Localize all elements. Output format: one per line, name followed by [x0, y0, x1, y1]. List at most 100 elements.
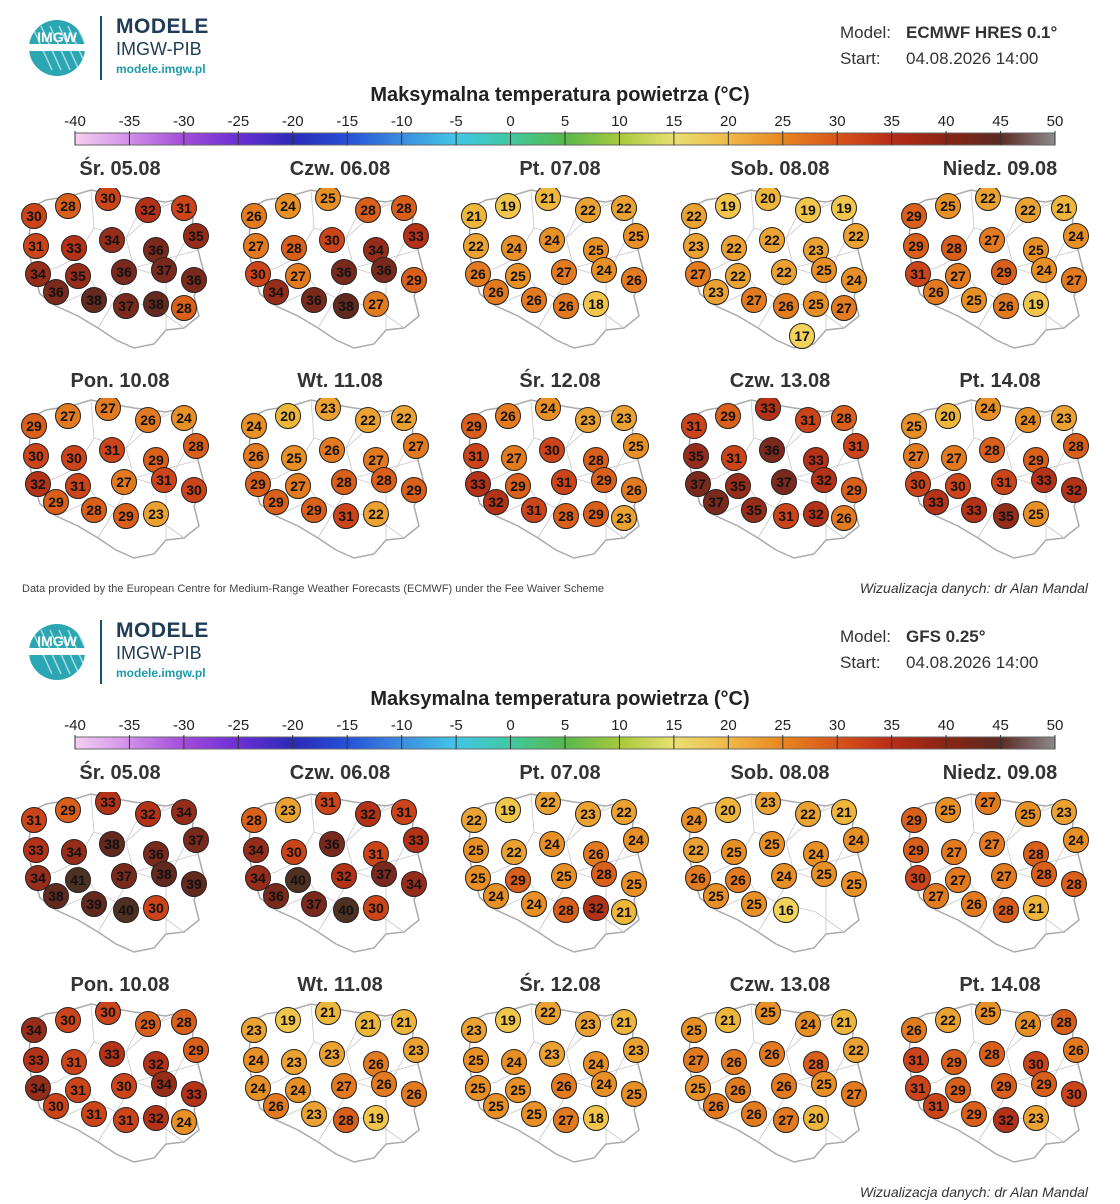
temperature-marker[interactable]: 40 — [113, 897, 139, 923]
temperature-marker[interactable]: 22 — [725, 263, 751, 289]
temperature-marker[interactable]: 23 — [1051, 799, 1077, 825]
temperature-marker[interactable]: 23 — [755, 792, 781, 815]
temperature-marker[interactable]: 23 — [623, 1037, 649, 1063]
temperature-marker[interactable]: 38 — [81, 287, 107, 313]
temperature-marker[interactable]: 23 — [1051, 405, 1077, 431]
temperature-marker[interactable]: 25 — [1015, 801, 1041, 827]
temperature-marker[interactable]: 40 — [333, 897, 359, 923]
temperature-marker[interactable]: 31 — [391, 799, 417, 825]
temperature-marker[interactable]: 31 — [333, 503, 359, 529]
temperature-marker[interactable]: 34 — [99, 227, 125, 253]
temperature-marker[interactable]: 29 — [991, 1073, 1017, 1099]
brand-url[interactable]: modele.imgw.pl — [116, 666, 206, 680]
temperature-marker[interactable]: 33 — [403, 827, 429, 853]
temperature-marker[interactable]: 22 — [759, 227, 785, 253]
temperature-marker[interactable]: 37 — [771, 469, 797, 495]
temperature-marker[interactable]: 37 — [371, 861, 397, 887]
temperature-marker[interactable]: 39 — [181, 871, 207, 897]
temperature-marker[interactable]: 19 — [1023, 291, 1049, 317]
temperature-marker[interactable]: 33 — [181, 1081, 207, 1107]
temperature-marker[interactable]: 25 — [841, 871, 867, 897]
temperature-marker[interactable]: 17 — [789, 323, 815, 349]
temperature-marker[interactable]: 26 — [993, 293, 1019, 319]
temperature-marker[interactable]: 29 — [901, 807, 927, 833]
temperature-marker[interactable]: 26 — [1063, 1037, 1089, 1063]
temperature-marker[interactable]: 19 — [831, 195, 857, 221]
temperature-marker[interactable]: 24 — [243, 1047, 269, 1073]
temperature-marker[interactable]: 21 — [355, 1011, 381, 1037]
temperature-marker[interactable]: 33 — [755, 398, 781, 421]
temperature-marker[interactable]: 31 — [795, 407, 821, 433]
temperature-marker[interactable]: 26 — [725, 867, 751, 893]
temperature-marker[interactable]: 24 — [245, 1075, 271, 1101]
temperature-marker[interactable]: 31 — [65, 473, 91, 499]
temperature-marker[interactable]: 28 — [583, 447, 609, 473]
temperature-marker[interactable]: 27 — [945, 867, 971, 893]
temperature-marker[interactable]: 32 — [331, 863, 357, 889]
temperature-marker[interactable]: 29 — [43, 489, 69, 515]
temperature-marker[interactable]: 32 — [143, 1051, 169, 1077]
temperature-marker[interactable]: 25 — [811, 257, 837, 283]
temperature-marker[interactable]: 22 — [681, 203, 707, 229]
temperature-marker[interactable]: 29 — [143, 447, 169, 473]
temperature-marker[interactable]: 38 — [151, 861, 177, 887]
temperature-marker[interactable]: 26 — [521, 287, 547, 313]
temperature-marker[interactable]: 25 — [741, 891, 767, 917]
temperature-marker[interactable]: 20 — [275, 403, 301, 429]
temperature-marker[interactable]: 22 — [975, 188, 1001, 211]
temperature-marker[interactable]: 22 — [363, 501, 389, 527]
temperature-marker[interactable]: 27 — [285, 263, 311, 289]
temperature-marker[interactable]: 29 — [961, 1101, 987, 1127]
temperature-marker[interactable]: 32 — [811, 467, 837, 493]
temperature-marker[interactable]: 28 — [81, 497, 107, 523]
temperature-marker[interactable]: 32 — [355, 801, 381, 827]
temperature-marker[interactable]: 25 — [935, 797, 961, 823]
temperature-marker[interactable]: 26 — [465, 261, 491, 287]
temperature-marker[interactable]: 29 — [301, 497, 327, 523]
temperature-marker[interactable]: 30 — [23, 443, 49, 469]
temperature-marker[interactable]: 28 — [171, 295, 197, 321]
temperature-marker[interactable]: 27 — [403, 433, 429, 459]
temperature-marker[interactable]: 41 — [65, 867, 91, 893]
temperature-marker[interactable]: 25 — [621, 871, 647, 897]
temperature-marker[interactable]: 30 — [95, 188, 121, 211]
temperature-marker[interactable]: 25 — [623, 433, 649, 459]
temperature-marker[interactable]: 29 — [903, 837, 929, 863]
temperature-marker[interactable]: 33 — [61, 235, 87, 261]
temperature-marker[interactable]: 32 — [143, 1105, 169, 1131]
temperature-marker[interactable]: 27 — [975, 792, 1001, 815]
temperature-marker[interactable]: 22 — [501, 839, 527, 865]
temperature-marker[interactable]: 21 — [715, 1007, 741, 1033]
temperature-marker[interactable]: 23 — [683, 233, 709, 259]
temperature-marker[interactable]: 25 — [935, 193, 961, 219]
temperature-marker[interactable]: 26 — [371, 1071, 397, 1097]
temperature-marker[interactable]: 29 — [401, 267, 427, 293]
temperature-marker[interactable]: 26 — [831, 505, 857, 531]
temperature-marker[interactable]: 24 — [539, 831, 565, 857]
temperature-marker[interactable]: 19 — [495, 797, 521, 823]
temperature-marker[interactable]: 31 — [61, 1049, 87, 1075]
temperature-marker[interactable]: 23 — [575, 407, 601, 433]
temperature-marker[interactable]: 18 — [583, 291, 609, 317]
temperature-marker[interactable]: 28 — [1023, 841, 1049, 867]
temperature-marker[interactable]: 28 — [331, 469, 357, 495]
temperature-marker[interactable]: 24 — [623, 827, 649, 853]
temperature-marker[interactable]: 36 — [143, 841, 169, 867]
temperature-marker[interactable]: 34 — [25, 1075, 51, 1101]
temperature-marker[interactable]: 23 — [281, 1049, 307, 1075]
temperature-marker[interactable]: 28 — [553, 503, 579, 529]
temperature-marker[interactable]: 26 — [551, 1073, 577, 1099]
temperature-marker[interactable]: 29 — [245, 471, 271, 497]
temperature-marker[interactable]: 24 — [1015, 407, 1041, 433]
temperature-marker[interactable]: 30 — [143, 895, 169, 921]
temperature-marker[interactable]: 28 — [941, 235, 967, 261]
temperature-marker[interactable]: 25 — [685, 1075, 711, 1101]
temperature-marker[interactable]: 23 — [315, 398, 341, 421]
temperature-marker[interactable]: 34 — [363, 237, 389, 263]
temperature-marker[interactable]: 24 — [241, 413, 267, 439]
temperature-marker[interactable]: 39 — [81, 891, 107, 917]
temperature-marker[interactable]: 23 — [143, 501, 169, 527]
temperature-marker[interactable]: 29 — [21, 413, 47, 439]
temperature-marker[interactable]: 28 — [1063, 433, 1089, 459]
temperature-marker[interactable]: 31 — [315, 792, 341, 815]
